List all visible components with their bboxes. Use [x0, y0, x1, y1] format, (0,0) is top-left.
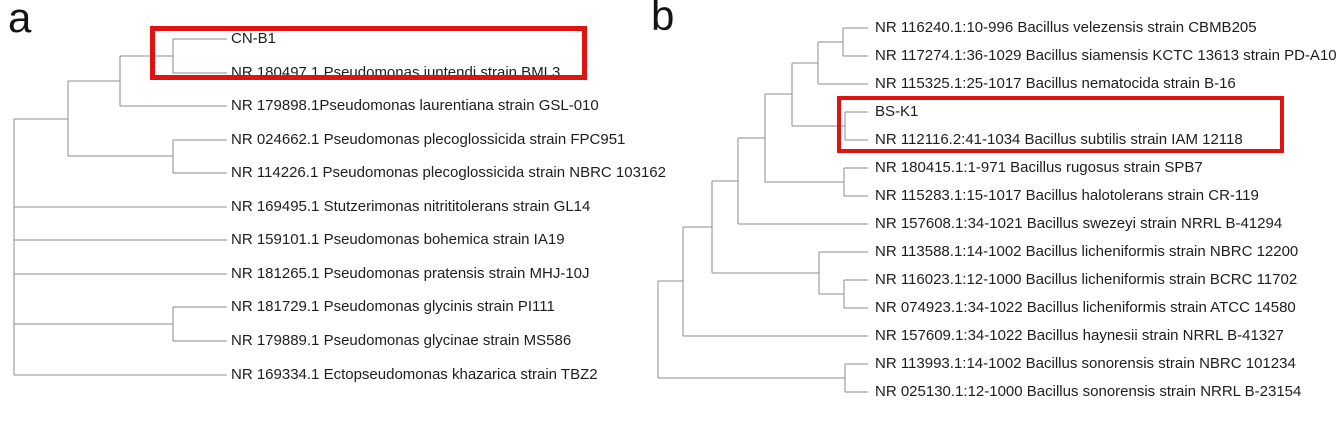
- taxon-label: NR 025130.1:12-1000 Bacillus sonorensis …: [875, 382, 1302, 400]
- taxon-label: NR 179889.1 Pseudomonas glycinae strain …: [231, 331, 572, 349]
- taxon-label: NR 115325.1:25-1017 Bacillus nematocida …: [875, 74, 1236, 92]
- tree-a-branches: [13, 38, 227, 376]
- taxon-label: NR 169495.1 Stutzerimonas nitrititoleran…: [231, 197, 591, 215]
- highlight-box-b: [837, 96, 1284, 153]
- taxon-label: NR 179898.1Pseudomonas laurentiana strai…: [231, 97, 599, 115]
- taxon-label: NR 113588.1:14-1002 Bacillus licheniform…: [875, 242, 1299, 260]
- taxon-label: NR 115283.1:15-1017 Bacillus halotoleran…: [875, 186, 1259, 204]
- taxon-label: CN-B1: [231, 30, 277, 47]
- panel-b-label: b: [651, 0, 675, 39]
- taxon-label: NR 114226.1 Pseudomonas plecoglossicida …: [231, 164, 666, 182]
- taxon-label: NR 181265.1 Pseudomonas pratensis strain…: [231, 264, 590, 282]
- taxon-label: NR 169334.1 Ectopseudomonas khazarica st…: [231, 365, 598, 383]
- taxon-label: NR 024662.1 Pseudomonas plecoglossicida …: [231, 130, 626, 148]
- taxon-label: NR 180415.1:1-971 Bacillus rugosus strai…: [875, 158, 1203, 176]
- taxon-label: NR 159101.1 Pseudomonas bohemica strain …: [231, 231, 565, 249]
- taxon-label: NR 112116.2:41-1034 Bacillus subtilis st…: [875, 130, 1243, 148]
- highlight-box-a: [150, 26, 587, 80]
- taxon-label: NR 113993.1:14-1002 Bacillus sonorensis …: [875, 354, 1296, 372]
- taxon-label: NR 116240.1:10-996 Bacillus velezensis s…: [875, 18, 1257, 36]
- taxon-label: NR 157609.1:34-1022 Bacillus haynesii st…: [875, 326, 1284, 344]
- taxon-label: NR 074923.1:34-1022 Bacillus licheniform…: [875, 298, 1296, 316]
- panel-a-label: a: [8, 0, 32, 41]
- tree-b-branches: [657, 27, 868, 393]
- taxon-label: BS-K1: [875, 102, 919, 120]
- taxon-label: NR 181729.1 Pseudomonas glycinis strain …: [231, 298, 555, 316]
- taxon-label: NR 117274.1:36-1029 Bacillus siamensis K…: [875, 46, 1337, 64]
- taxon-label: NR 116023.1:12-1000 Bacillus licheniform…: [875, 270, 1298, 288]
- taxon-label: NR 157608.1:34-1021 Bacillus swezeyi str…: [875, 214, 1283, 232]
